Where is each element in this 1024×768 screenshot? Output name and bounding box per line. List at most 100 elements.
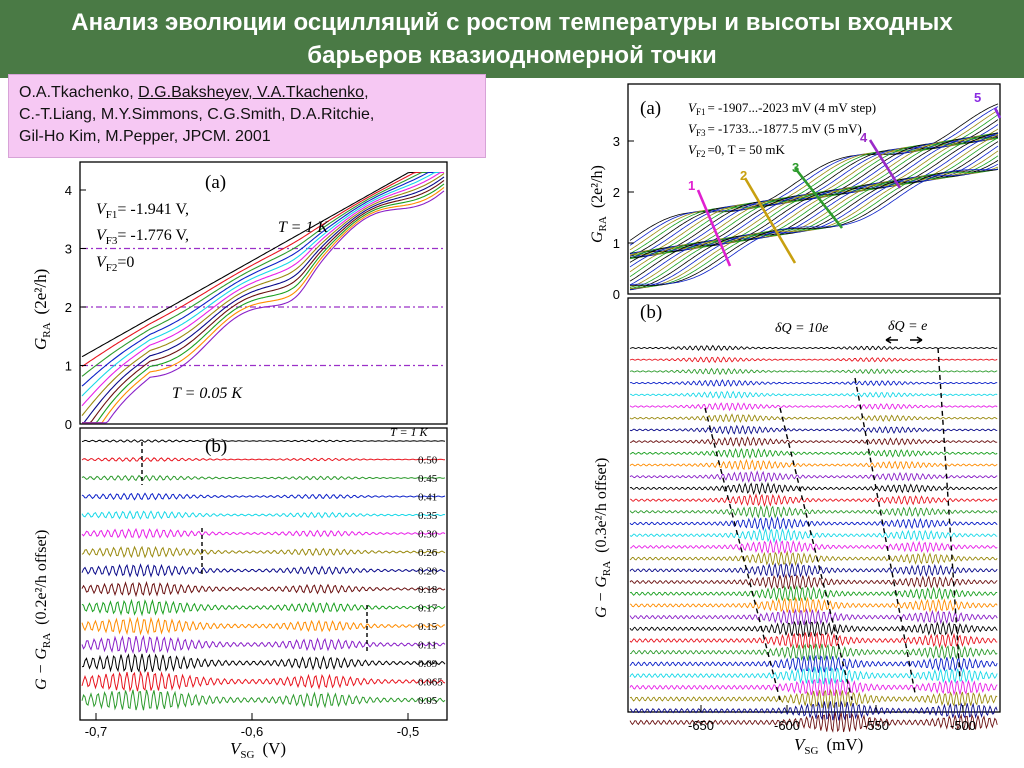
right-panel-b-dq-e: δQ = e	[888, 319, 927, 334]
right-panel-b-label: (b)	[640, 302, 662, 323]
left-panel-b-dashed-markers	[141, 442, 368, 652]
temperature-label: 0.15	[418, 621, 438, 633]
oscillation-trace	[629, 688, 998, 709]
right-panel-a-label: (a)	[640, 98, 661, 119]
temperature-label: 0.09	[418, 658, 438, 670]
oscillation-trace	[629, 607, 998, 626]
temperature-label: 0.20	[418, 566, 438, 578]
plateau-marker	[743, 177, 797, 264]
left-panel-a-reference-lines	[82, 247, 445, 367]
temperature-label: 0.17	[418, 603, 438, 615]
citation-author-1: O.A.Tkachenko,	[19, 84, 139, 101]
oscillation-trace	[629, 596, 998, 614]
right-param-3: VF2 =0, T = 50 mK	[688, 142, 785, 159]
conductance-trace	[82, 186, 445, 424]
oscillation-trace	[81, 580, 446, 598]
oscillation-trace	[629, 458, 998, 471]
left-x-axis-ticks: -0,7 -0,6 -0,5	[85, 713, 419, 739]
conductance-trace	[630, 169, 999, 286]
oscillation-trace	[629, 666, 998, 685]
oscillation-trace	[81, 492, 446, 501]
right-panel-a-y-ticks: 0 1 2 3	[613, 134, 634, 302]
temperature-label: 0.26	[418, 547, 438, 559]
oscillation-trace	[81, 689, 446, 711]
temperature-label: 0.45	[418, 473, 438, 485]
right-panel-a-plateau-labels: 1 2 3 4 5	[688, 90, 981, 193]
temperature-label: 0.05	[418, 695, 438, 707]
x-tick-label: -0,7	[85, 724, 107, 739]
oscillation-trace	[629, 677, 998, 697]
conductance-trace	[629, 168, 999, 285]
oscillation-trace	[630, 436, 998, 448]
conductance-trace	[82, 190, 445, 424]
oscillation-trace	[629, 379, 998, 388]
slide-title: Анализ эволюции осцилляций с ростом темп…	[71, 9, 953, 69]
temperature-label: 0.11	[418, 640, 437, 652]
left-panel-b-temp-top: T = 1 K	[390, 425, 429, 439]
plateau-marker	[993, 107, 1002, 119]
conductance-trace	[629, 137, 999, 278]
x-tick-label: -0,5	[397, 724, 419, 739]
right-panel-b-dq-arrows	[885, 336, 923, 344]
x-tick-label: -650	[688, 718, 714, 733]
plateau-marker	[696, 189, 732, 267]
left-param-vf1: VF1= -1.941 V,	[96, 201, 189, 221]
conductance-trace	[82, 183, 445, 424]
conductance-trace	[81, 171, 444, 397]
oscillation-trace	[629, 643, 998, 662]
y-tick-label: 2	[65, 300, 72, 315]
conductance-trace	[629, 150, 999, 289]
oscillation-trace	[629, 573, 998, 590]
oscillation-trace	[629, 424, 998, 435]
oscillation-trace	[629, 619, 998, 638]
conductance-trace	[629, 160, 999, 291]
y-tick-label: 2	[613, 185, 620, 200]
oscillation-trace	[629, 447, 998, 460]
oscillation-trace	[81, 563, 445, 578]
conductance-trace	[82, 179, 445, 424]
x-tick-label: -500	[950, 718, 976, 733]
left-param-vf3: VF3= -1.776 V,	[96, 227, 189, 247]
right-panel-b-y-axis-label: G − GRA(0.3e²/h offset)	[593, 458, 613, 618]
left-panel-a-label: (a)	[205, 172, 226, 193]
oscillation-trace	[629, 527, 998, 544]
y-tick-label: 0	[613, 287, 620, 302]
oscillation-trace	[629, 504, 998, 519]
oscillation-trace	[81, 510, 446, 520]
temperature-label: 0.50	[418, 455, 438, 467]
left-panel-b-y-axis-label: G − GRA(0.2e²/h offset)	[33, 530, 53, 690]
plateau-label: 2	[740, 168, 747, 183]
left-panel-a-frame	[79, 161, 448, 425]
x-tick-label: -600	[774, 718, 800, 733]
right-panel-b-traces	[629, 344, 998, 733]
oscillation-trace	[81, 527, 446, 540]
x-tick-label: -550	[863, 718, 889, 733]
temperature-label: 0.065	[418, 677, 443, 689]
oscillation-trace	[629, 470, 998, 484]
x-tick-label: -0,6	[241, 724, 263, 739]
oscillation-trace	[629, 367, 998, 376]
citation-box: O.A.Tkachenko, D.G.Baksheyev, V.A.Tkache…	[8, 74, 486, 158]
oscillation-trace	[630, 538, 998, 555]
oscillation-trace	[81, 634, 446, 655]
oscillation-trace	[629, 413, 998, 424]
citation-line-2: C.-T.Liang, M.Y.Simmons, C.G.Smith, D.A.…	[19, 106, 375, 123]
oscillation-trace	[629, 356, 998, 364]
y-tick-label: 1	[65, 359, 72, 374]
y-tick-label: 1	[613, 236, 620, 251]
temperature-label: 0.30	[418, 529, 438, 541]
conductance-trace	[629, 155, 999, 290]
left-panel-b-temperature-labels: 0.50 0.45 0.41 0.35 0.30 0.26 0.20 0.18 0.17 0.15…	[418, 455, 443, 708]
conductance-trace	[81, 171, 444, 367]
temperature-label: 0.41	[418, 492, 437, 504]
oscillation-trace	[81, 545, 446, 559]
plateau-label: 3	[792, 160, 799, 175]
oscillation-trace	[81, 439, 446, 443]
conductance-trace	[81, 171, 444, 387]
conductance-trace	[630, 168, 999, 288]
right-panel-a-y-axis-label: GRA(2e²/h)	[589, 165, 609, 243]
citation-line-3: Gil-Ho Kim, M.Pepper, JPCM. 2001	[19, 128, 271, 145]
plateau-marker	[793, 167, 844, 229]
oscillation-trace	[81, 616, 446, 636]
right-panel-b-dashed-lines	[704, 347, 961, 701]
